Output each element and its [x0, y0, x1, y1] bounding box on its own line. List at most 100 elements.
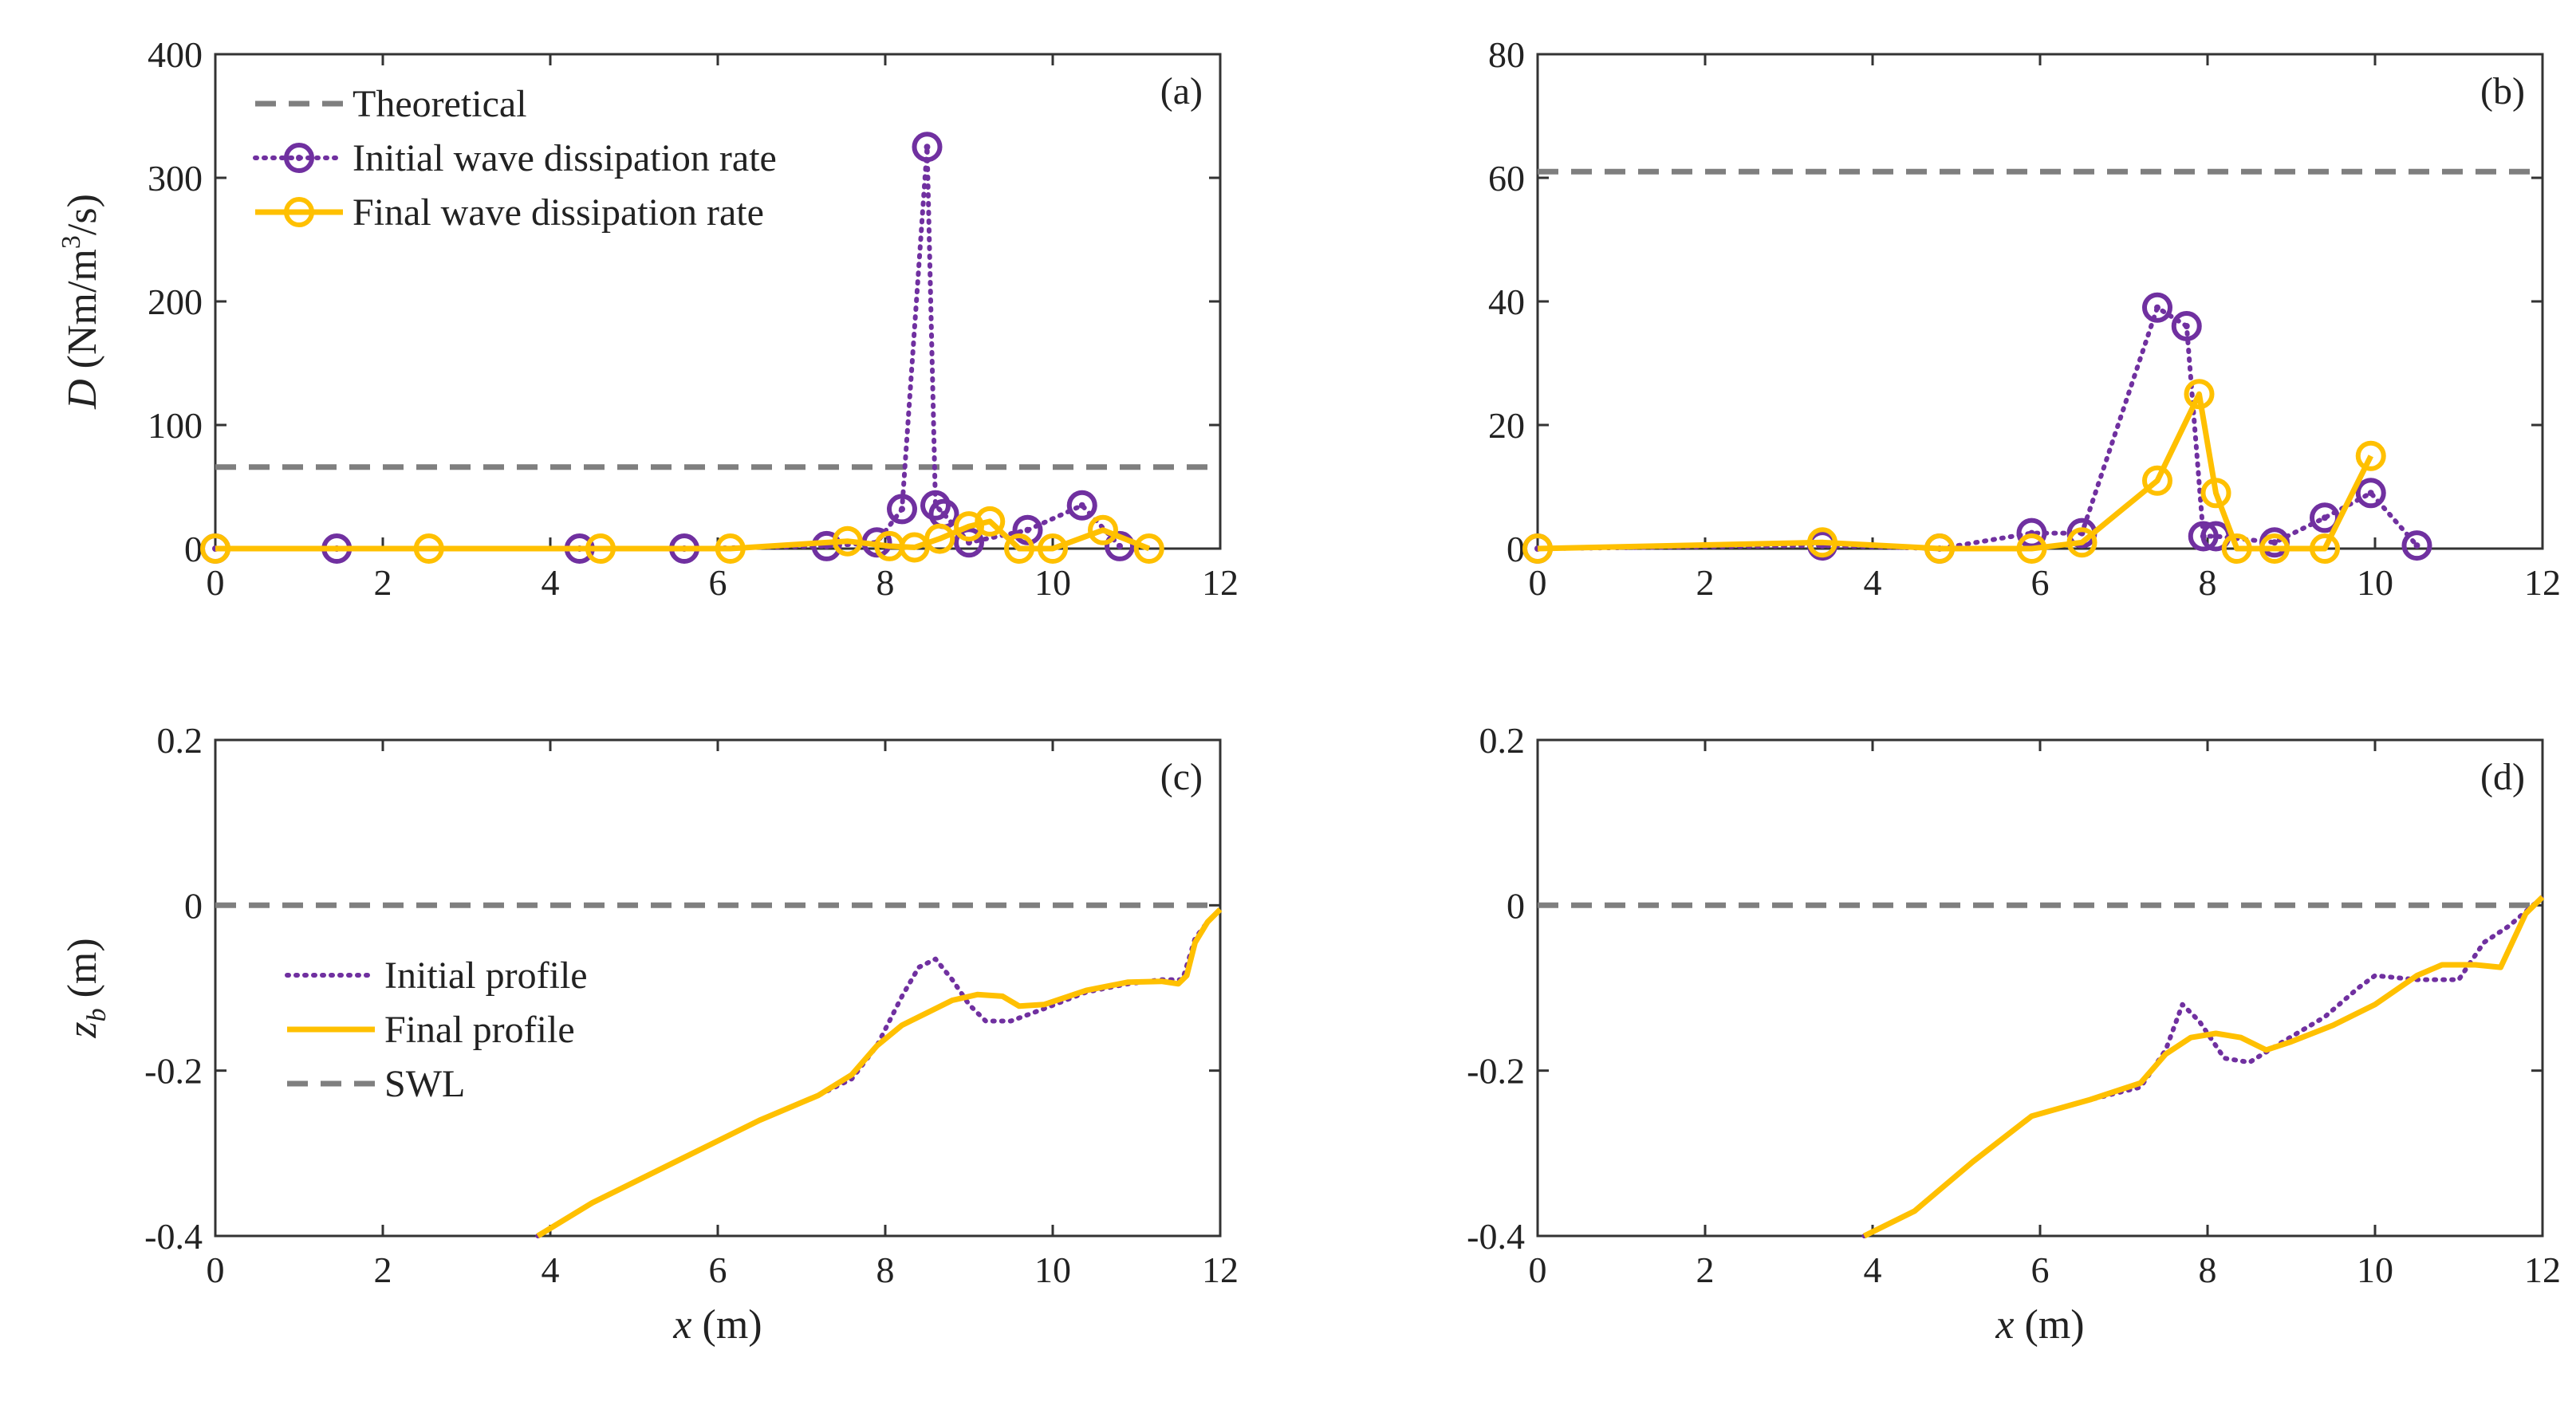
- y-axis-unit: (m): [60, 938, 105, 1008]
- x-axis-unit: (m): [692, 1302, 762, 1348]
- y-tick-label: 0: [184, 885, 203, 926]
- data-point: [1924, 533, 1955, 564]
- y-tick-label: -0.2: [144, 1051, 203, 1092]
- x-tick-label: 8: [876, 562, 895, 603]
- data-point: [1012, 514, 1043, 545]
- data-point-dot: [1078, 502, 1085, 509]
- data-point: [1105, 530, 1135, 561]
- y-tick-label: 0.2: [1479, 720, 1526, 761]
- x-tick-label: 10: [1034, 1249, 1071, 1290]
- y-tick-label: -0.2: [1467, 1051, 1525, 1092]
- legend: Theoretical Initial wave dissipation rate…: [253, 83, 777, 234]
- x-axis-label: x (m): [1995, 1302, 2084, 1348]
- legend-entry: SWL: [384, 1063, 465, 1105]
- data-point-dot: [924, 144, 931, 151]
- data-point: [2221, 533, 2252, 564]
- data-point-dot: [2271, 539, 2278, 546]
- data-point: [1066, 490, 1097, 521]
- legend-entry: Final wave dissipation rate: [353, 191, 764, 234]
- x-tick-label: 12: [1202, 1249, 1239, 1290]
- data-point: [975, 506, 1006, 537]
- y-axis-label: zb (m): [60, 938, 112, 1038]
- data-point: [2016, 533, 2047, 564]
- data-point: [2355, 478, 2386, 509]
- legend-entry: Initial profile: [384, 954, 588, 997]
- y-tick-label: -0.4: [1467, 1216, 1525, 1257]
- y-axis-unit: (Nm/m: [60, 249, 105, 379]
- legend-marker: [284, 143, 314, 173]
- plot-frame: [214, 738, 1222, 1238]
- x-tick-label: 8: [2199, 562, 2217, 603]
- series-line-purple: [535, 907, 1223, 1238]
- x-tick-label: 2: [1696, 562, 1715, 603]
- y-axis-symbol: z: [60, 1021, 105, 1038]
- data-point: [811, 530, 842, 561]
- series-line-yellow: [1537, 391, 2373, 552]
- data-point: [1038, 533, 1068, 564]
- x-tick-label: 0: [1529, 562, 1547, 603]
- data-point-dot: [940, 510, 947, 518]
- y-tick-label: 400: [148, 34, 203, 75]
- x-axis-label: x (m): [672, 1302, 762, 1348]
- y-axis-unit: /s): [60, 194, 105, 235]
- x-axis-symbol: x: [1995, 1302, 2014, 1348]
- data-point: [2142, 465, 2172, 496]
- data-point: [2259, 533, 2290, 564]
- panel-label: (b): [2480, 70, 2525, 112]
- x-tick-label: 6: [709, 562, 727, 603]
- x-tick-label: 6: [2031, 562, 2050, 603]
- x-tick-label: 12: [1202, 562, 1239, 603]
- x-tick-label: 4: [542, 562, 560, 603]
- data-point: [2310, 533, 2340, 564]
- y-tick-label: 0: [1507, 885, 1525, 926]
- x-tick-label: 10: [2357, 562, 2393, 603]
- data-point: [920, 490, 951, 521]
- data-point: [924, 523, 955, 554]
- x-tick-label: 2: [374, 1249, 392, 1290]
- data-point: [2200, 478, 2231, 509]
- panel-c: 0 2 4 6 8 10 12-0.4-0.200.2(c)zb (m)x (m)Initi…: [60, 720, 1239, 1348]
- data-point: [1133, 533, 1164, 564]
- series-line-yellow: [536, 907, 1223, 1238]
- y-tick-label: -0.4: [144, 1216, 203, 1257]
- legend-entry: Theoretical: [353, 83, 527, 125]
- data-point: [585, 533, 616, 564]
- data-point: [912, 132, 943, 163]
- x-tick-label: 0: [207, 562, 225, 603]
- y-tick-label: 0: [1507, 529, 1525, 569]
- data-point-dot: [2413, 542, 2420, 549]
- x-tick-label: 4: [542, 1249, 560, 1290]
- data-point: [715, 533, 746, 564]
- x-tick-label: 2: [1696, 1249, 1715, 1290]
- data-point: [2355, 440, 2386, 471]
- y-tick-label: 300: [148, 158, 203, 199]
- y-axis-label: D (Nm/m3/s): [57, 194, 105, 410]
- series-line-purple: [213, 144, 1122, 551]
- data-point: [1004, 533, 1034, 564]
- data-point: [954, 511, 984, 542]
- data-area: [215, 902, 1223, 1238]
- legend-marker: [284, 197, 314, 227]
- data-point: [887, 494, 917, 525]
- x-tick-label: 4: [1864, 562, 1882, 603]
- series-line-purple: [1861, 895, 2545, 1238]
- x-tick-label: 10: [1034, 562, 1071, 603]
- x-tick-label: 0: [1529, 1249, 1547, 1290]
- y-tick-label: 80: [1488, 34, 1525, 75]
- data-point-dot: [1117, 542, 1123, 549]
- x-tick-label: 6: [709, 1249, 727, 1290]
- x-tick-label: 12: [2524, 562, 2561, 603]
- y-tick-label: 40: [1488, 281, 1525, 322]
- legend-marker-dot: [296, 155, 302, 161]
- x-tick-label: 4: [1864, 1249, 1882, 1290]
- data-point-dot: [2183, 323, 2190, 329]
- series-line-purple: [1535, 305, 2420, 551]
- data-point-dot: [1024, 526, 1031, 533]
- x-tick-label: 10: [2357, 1249, 2393, 1290]
- data-point: [200, 533, 230, 564]
- data-point: [2142, 292, 2172, 323]
- y-axis-unit-exponent: 3: [57, 235, 86, 249]
- plot-frame: [1536, 738, 2544, 1238]
- data-point: [413, 533, 444, 564]
